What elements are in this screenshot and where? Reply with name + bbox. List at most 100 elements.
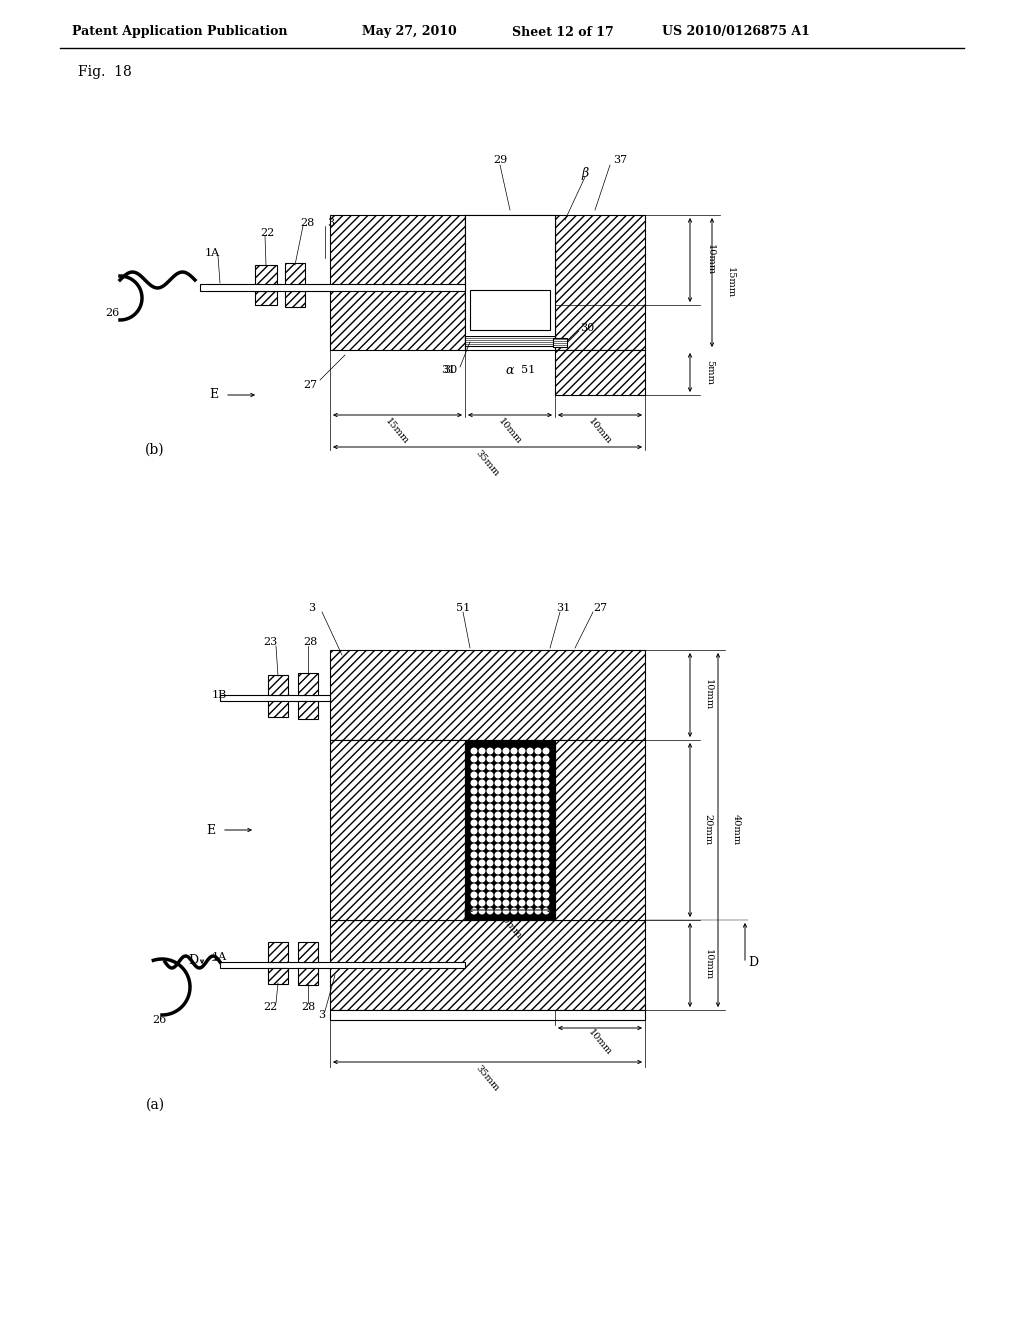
Circle shape (511, 820, 517, 826)
Circle shape (496, 764, 501, 770)
Text: 15mm: 15mm (384, 416, 411, 446)
Circle shape (536, 748, 541, 754)
Circle shape (543, 756, 549, 762)
Circle shape (487, 828, 493, 834)
Circle shape (503, 892, 509, 898)
Bar (285, 290, 305, 308)
Text: 10mm: 10mm (587, 416, 613, 446)
Circle shape (536, 796, 541, 801)
Circle shape (511, 796, 517, 801)
Bar (465, 337, 555, 346)
Circle shape (496, 869, 501, 874)
Text: α: α (506, 363, 514, 376)
Circle shape (543, 820, 549, 826)
Circle shape (471, 836, 477, 842)
Circle shape (471, 796, 477, 801)
Circle shape (471, 845, 477, 850)
Circle shape (496, 828, 501, 834)
Circle shape (487, 869, 493, 874)
Text: 20mm: 20mm (703, 814, 713, 846)
Circle shape (487, 853, 493, 858)
Circle shape (479, 796, 484, 801)
Circle shape (511, 836, 517, 842)
Text: 51: 51 (456, 603, 470, 612)
Circle shape (527, 845, 532, 850)
Text: 28: 28 (300, 218, 314, 228)
Circle shape (527, 836, 532, 842)
Circle shape (519, 804, 524, 809)
Bar (465, 215, 555, 223)
Circle shape (503, 828, 509, 834)
Circle shape (503, 772, 509, 777)
Circle shape (519, 772, 524, 777)
Circle shape (511, 748, 517, 754)
Circle shape (543, 908, 549, 913)
Circle shape (536, 876, 541, 882)
Circle shape (536, 861, 541, 866)
Circle shape (519, 788, 524, 793)
Circle shape (503, 764, 509, 770)
Circle shape (511, 853, 517, 858)
Circle shape (536, 788, 541, 793)
Circle shape (487, 876, 493, 882)
Circle shape (487, 804, 493, 809)
Circle shape (471, 772, 477, 777)
Text: D: D (748, 956, 758, 969)
Circle shape (511, 892, 517, 898)
Text: 27: 27 (593, 603, 607, 612)
Circle shape (519, 908, 524, 913)
Circle shape (519, 748, 524, 754)
Text: 3: 3 (308, 603, 315, 612)
Bar (220, 696, 330, 701)
Text: 3: 3 (327, 218, 334, 228)
Bar (330, 649, 645, 741)
Circle shape (496, 748, 501, 754)
Circle shape (471, 780, 477, 785)
Circle shape (471, 820, 477, 826)
Bar (330, 1010, 645, 1020)
Circle shape (543, 853, 549, 858)
Circle shape (519, 876, 524, 882)
Circle shape (527, 796, 532, 801)
Bar (298, 968, 318, 985)
Circle shape (479, 748, 484, 754)
Circle shape (496, 756, 501, 762)
Text: E: E (209, 388, 218, 401)
Circle shape (543, 764, 549, 770)
Circle shape (543, 892, 549, 898)
Circle shape (519, 756, 524, 762)
Circle shape (496, 892, 501, 898)
Circle shape (527, 861, 532, 866)
Circle shape (496, 845, 501, 850)
Text: 31: 31 (556, 603, 570, 612)
Text: 5mm: 5mm (706, 359, 715, 384)
Circle shape (471, 861, 477, 866)
Bar (200, 284, 465, 290)
Circle shape (543, 836, 549, 842)
Circle shape (527, 853, 532, 858)
Circle shape (536, 812, 541, 818)
Circle shape (496, 820, 501, 826)
Bar (220, 962, 465, 968)
Text: US 2010/0126875 A1: US 2010/0126875 A1 (662, 25, 810, 38)
Circle shape (527, 764, 532, 770)
Circle shape (471, 892, 477, 898)
Circle shape (527, 876, 532, 882)
Text: β: β (582, 166, 589, 180)
Circle shape (511, 876, 517, 882)
Circle shape (519, 861, 524, 866)
Circle shape (527, 812, 532, 818)
Circle shape (511, 900, 517, 906)
Circle shape (519, 869, 524, 874)
Circle shape (503, 836, 509, 842)
Bar (285, 263, 305, 285)
Circle shape (487, 796, 493, 801)
Circle shape (487, 900, 493, 906)
Circle shape (503, 884, 509, 890)
Bar (268, 942, 288, 962)
Circle shape (527, 892, 532, 898)
Circle shape (543, 804, 549, 809)
Circle shape (471, 884, 477, 890)
Circle shape (511, 884, 517, 890)
Bar (298, 673, 318, 696)
